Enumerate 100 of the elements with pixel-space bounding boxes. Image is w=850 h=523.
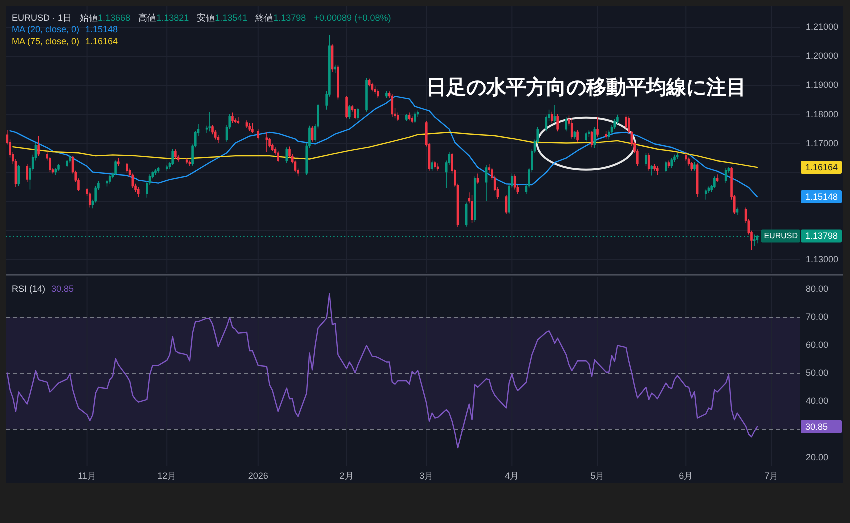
candlestick [357,108,360,120]
candlestick [126,162,128,174]
candlestick [266,132,268,153]
candlestick [576,130,579,142]
candlestick [88,192,92,208]
candlestick [665,160,668,173]
candlestick [565,116,568,132]
text: 1.15148 [86,24,118,35]
candlestick [704,189,708,200]
candlestick [585,132,588,142]
candlestick [132,173,134,189]
x-tick-label: 2026 [248,471,268,481]
candlestick [277,151,280,162]
candlestick [476,173,480,184]
candlestick [514,174,516,190]
candlestick [648,153,650,172]
y-tick-label: 20.00 [806,452,829,462]
x-tick-label: 7月 [764,471,779,481]
x-tick-label: 11月 [78,471,96,481]
y-tick-label: 1.13000 [806,254,839,264]
candlestick [377,89,380,99]
candlestick [214,130,217,140]
candlestick [556,114,559,132]
candlestick [714,176,716,189]
candlestick [337,65,340,100]
candlestick [594,126,596,149]
candlestick [570,118,574,140]
candlestick [406,114,408,122]
candlestick [414,112,416,124]
candlestick [596,116,599,138]
candlestick [331,44,334,73]
x-tick-label: 5月 [590,471,605,481]
y-tick-label: 1.19000 [806,80,839,90]
text: RSI (14) [12,284,46,294]
candlestick [676,153,679,160]
candlestick [257,128,260,140]
candlestick [696,163,699,198]
annotation: +0.00089 (+0.08%) [314,13,392,23]
text: MA (75, close, 0) [12,36,80,46]
y-tick-label: 70.00 [806,312,829,322]
candlestick [38,136,40,157]
candlestick [157,166,160,174]
y-tick-label: 50.00 [806,368,829,378]
y-tick-label: 1.17000 [806,138,839,148]
candlestick [54,168,58,176]
candlestick [505,195,508,215]
candlestick [724,168,728,184]
x-tick-label: 4月 [505,471,520,481]
annotation: 1.16164 [806,162,838,173]
y-tick-label: 1.20000 [806,51,839,62]
y-tick-label: 1.21000 [806,22,839,32]
y-tick-label: 60.00 [806,340,829,350]
y-tick-label: 1.18000 [806,109,839,120]
candlestick [137,187,140,198]
candlestick [186,158,188,165]
x-tick-label: 6月 [679,471,694,481]
candlestick [108,174,112,184]
candlestick [26,164,29,183]
candlestick [371,82,374,92]
candlestick [694,162,696,172]
text: 30.85 [806,422,828,432]
candlestick [625,115,628,130]
candlestick [166,164,168,172]
candlestick [485,164,488,202]
candlestick [172,148,174,166]
annotation: 30.85 [52,284,74,294]
x-tick-label: 2月 [340,471,354,481]
candlestick [58,164,60,172]
candlestick [650,164,654,176]
candlestick [590,130,594,148]
annotation: 終値1.13798 [254,13,306,23]
candlestick [605,130,608,140]
y-tick-label: 80.00 [806,284,829,294]
candlestick [474,176,476,223]
candlestick [252,122,254,134]
annotation: 高値1.13821 [138,13,190,23]
candlestick [69,154,72,164]
candlestick [311,126,314,142]
candlestick [645,153,648,167]
text: EURUSD · 1日 [12,13,72,23]
candlestick [248,123,251,132]
candlestick [334,64,337,74]
candlestick [411,116,414,124]
candlestick [154,169,157,176]
candlestick [654,164,656,172]
candlestick [18,164,20,187]
annotation: 始値1.13668 [80,13,131,23]
annotation: 1.15148 [806,192,838,202]
candlestick [668,160,670,168]
line-series [12,132,758,168]
candlestick [434,160,436,170]
annotation: 安値1.13541 [197,13,248,23]
text: 1.16164 [86,36,118,46]
candlestick [690,162,694,172]
candlestick [237,116,240,125]
candlestick [346,96,348,119]
candlestick [366,78,368,112]
candlestick [716,174,719,183]
candlestick [396,112,400,122]
ref-line-label: EURUSD 1.13798 [764,231,838,242]
